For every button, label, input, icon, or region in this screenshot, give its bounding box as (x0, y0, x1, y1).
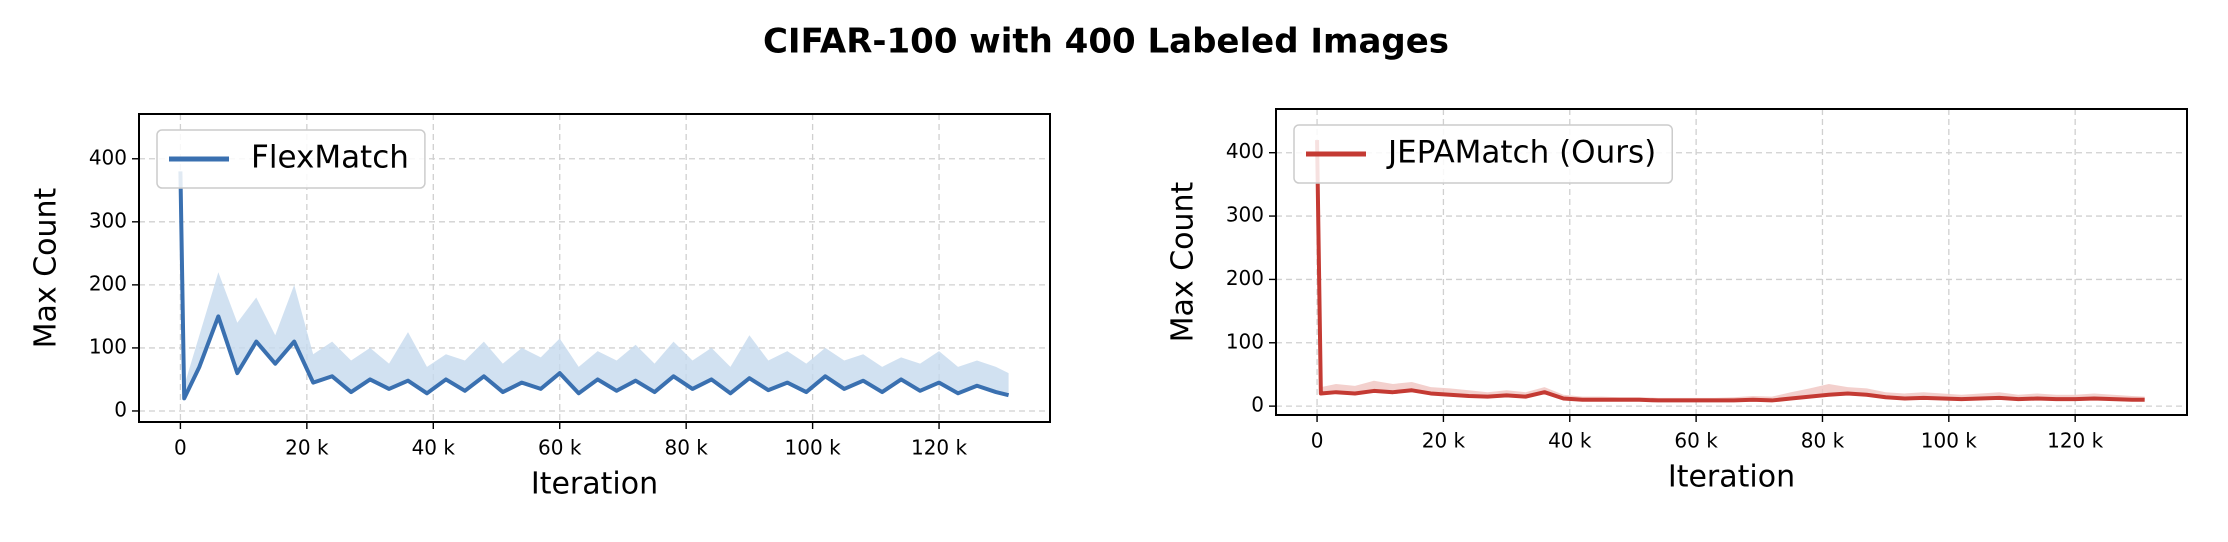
x-tick-label: 100 k (1921, 429, 1978, 453)
plot-frame (138, 113, 1051, 423)
x-tick-label: 0 (1311, 429, 1324, 453)
legend: JEPAMatch (Ours) (1293, 124, 1673, 184)
x-tick-label: 80 k (664, 436, 708, 460)
x-tick-label: 40 k (1548, 429, 1592, 453)
y-tick-label: 300 (1226, 203, 1264, 227)
y-tick-label: 400 (1226, 139, 1264, 163)
x-tick-label: 120 k (2047, 429, 2104, 453)
line (178, 171, 1010, 401)
y-tick-label: 100 (89, 334, 127, 358)
y-tick-label: 100 (1226, 329, 1264, 353)
y-tick-label: 400 (89, 145, 127, 169)
x-tick-label: 20 k (1422, 429, 1466, 453)
x-tick-label: 20 k (285, 436, 329, 460)
x-tick-label: 40 k (412, 436, 456, 460)
legend-label: FlexMatch (251, 140, 409, 176)
legend-box (1293, 124, 1673, 184)
plot-frame (1275, 108, 2188, 416)
x-axis-label: Iteration (531, 467, 658, 502)
y-tick-label: 300 (89, 208, 127, 232)
line (1315, 140, 2145, 403)
band (180, 158, 1009, 399)
x-tick-label: 0 (174, 436, 187, 460)
legend-label: JEPAMatch (Ours) (1386, 135, 1656, 171)
x-tick-label: 60 k (1674, 429, 1718, 453)
figure-title: CIFAR-100 with 400 Labeled Images (763, 22, 1449, 62)
x-axis-label: Iteration (1668, 460, 1795, 495)
y-tick-label: 0 (1251, 393, 1264, 417)
x-tick-label: 80 k (1801, 429, 1845, 453)
legend: FlexMatch (156, 129, 426, 189)
y-tick-label: 0 (114, 397, 127, 421)
y-tick-label: 200 (1226, 266, 1264, 290)
x-tick-label: 60 k (538, 436, 582, 460)
y-tick-label: 200 (89, 271, 127, 295)
y-axis-label: Max Count (29, 187, 64, 348)
x-tick-label: 120 k (911, 436, 968, 460)
x-tick-label: 100 k (785, 436, 842, 460)
y-axis-label: Max Count (1166, 181, 1201, 342)
legend-box (156, 129, 426, 189)
